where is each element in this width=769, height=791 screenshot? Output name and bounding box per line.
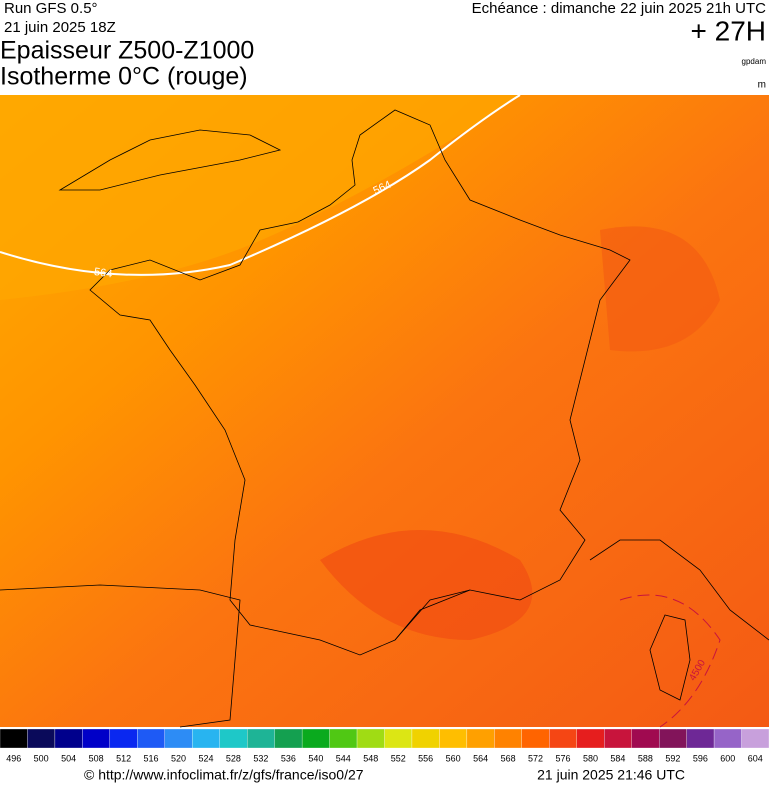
scale-swatch [82,728,111,749]
scale-label: 508 [89,753,104,763]
lead-time: + 27H [691,15,767,46]
scale-swatch [439,728,468,749]
scale-swatch [137,728,165,749]
unit2: m [758,80,766,91]
uk-coast [58,129,282,191]
scale-swatch [631,728,660,749]
run-date: 21 juin 2025 18Z [4,19,116,36]
scale-label: 516 [144,753,159,763]
scale-label: 520 [171,753,186,763]
france-outline [89,109,631,656]
scale-label: 584 [610,753,625,763]
scale-label: 576 [556,753,571,763]
scale-swatch [576,728,605,749]
run-label: Run GFS 0.5° [4,0,98,17]
scale-swatch [686,728,715,749]
scale-swatch [247,728,275,749]
scale-label: 528 [226,753,241,763]
color-scale: 496 500 504 508 512 516 520 524 528 532 536 540 544 5… [0,728,769,763]
field-band [600,226,720,352]
scale-swatch [494,728,522,749]
scale-swatch [109,728,138,749]
iberia-coast [0,584,471,728]
scale-label: 600 [720,753,735,763]
scale-label: 496 [6,753,21,763]
scale-label: 568 [501,753,516,763]
map: 564 564 4500 [0,94,769,728]
scale-swatch [219,728,248,749]
scale-label: 540 [308,753,323,763]
scale-label: 588 [638,753,653,763]
scale-swatch [384,728,413,749]
scale-swatch [466,728,495,749]
scale-swatch [0,728,28,749]
scale-swatch [356,728,385,749]
scale-swatch [658,728,687,749]
scale-swatch [741,728,769,749]
valid-time: Echéance : dimanche 22 juin 2025 21h UTC [472,0,767,17]
contour-label: 564 [93,266,113,280]
isotherm-0c [619,594,721,728]
italy-coast [589,539,769,641]
source-url: © http://www.infoclimat.fr/z/gfs/france/… [84,767,364,783]
scale-label: 580 [583,753,598,763]
scale-swatch [411,728,440,749]
scale-label: 560 [446,753,461,763]
scale-label: 532 [253,753,268,763]
scale-swatch [521,728,550,749]
scale-swatch [274,728,303,749]
scale-swatch [549,728,577,749]
scale-label: 536 [281,753,296,763]
generated-time: 21 juin 2025 21:46 UTC [537,767,685,783]
field-band [320,530,533,640]
scale-label: 592 [665,753,680,763]
corsica [649,614,691,701]
scale-label: 552 [391,753,406,763]
scale-label: 504 [61,753,76,763]
scale-label: 548 [363,753,378,763]
scale-label: 604 [748,753,763,763]
contour-564 [0,94,521,276]
unit1: gpdam [742,57,767,66]
scale-swatch [604,728,632,749]
scale-swatch [54,728,83,749]
scale-label: 556 [418,753,433,763]
scale-label: 564 [473,753,488,763]
scale-swatch [27,728,56,749]
scale-label: 596 [693,753,708,763]
title-line2: Isotherme 0°C (rouge) [0,63,248,91]
field-band [0,95,520,300]
scale-swatch [164,728,193,749]
scale-label: 500 [34,753,49,763]
scale-label: 512 [116,753,131,763]
scale-swatch [301,728,330,749]
scale-swatch [329,728,358,749]
scale-label: 572 [528,753,543,763]
scale-swatch [192,728,220,749]
scale-label: 524 [198,753,213,763]
scale-swatch [713,728,742,749]
title-line1: Epaisseur Z500-Z1000 [0,37,254,65]
scale-label: 544 [336,753,351,763]
